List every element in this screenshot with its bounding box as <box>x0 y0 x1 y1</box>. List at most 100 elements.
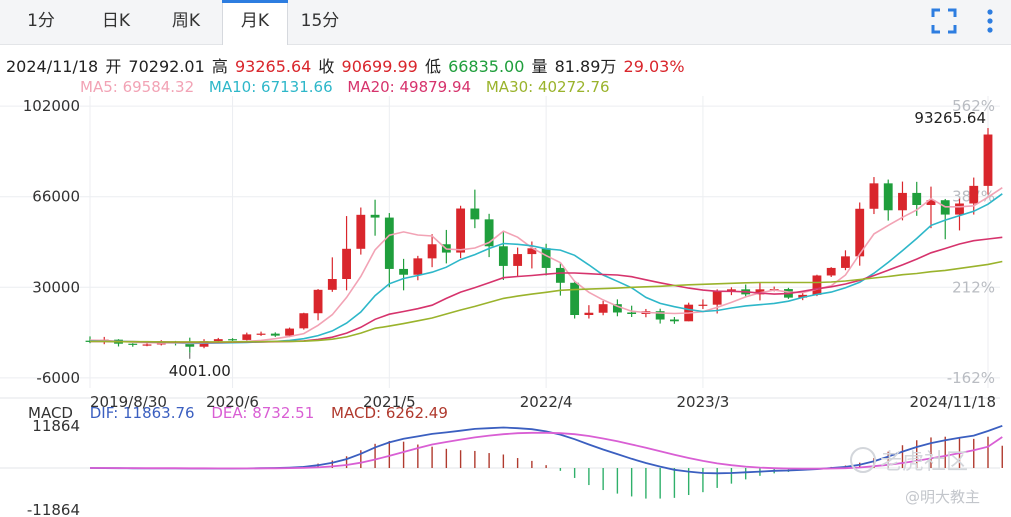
candle-body <box>712 291 722 305</box>
close-label: 收 <box>318 57 335 76</box>
x-tick-label: 2020/6 <box>206 393 259 411</box>
fullscreen-icon[interactable] <box>930 7 958 35</box>
high-label: 高 <box>211 57 228 76</box>
watermark-logo-text: 老虎社区 <box>880 450 969 475</box>
watermark-author: @明大教主 <box>905 488 981 506</box>
dea-line <box>90 431 1003 470</box>
candle-body <box>498 246 508 266</box>
candle-body <box>841 256 850 268</box>
macd-y-tick-label: 11864 <box>32 417 80 435</box>
macd-y-tick-label: -11864 <box>27 501 80 517</box>
quote-date: 2024/11/18 <box>6 57 99 76</box>
candle-body <box>883 183 893 211</box>
tab-1min[interactable]: 1分 <box>27 11 55 31</box>
right-percent-label: -162% <box>947 369 995 387</box>
candle-body <box>242 334 252 340</box>
low-value: 66835.00 <box>448 57 525 76</box>
candle-body <box>855 208 865 257</box>
candle-body <box>541 248 551 268</box>
candle-body <box>313 289 323 314</box>
x-tick-label: 2019/8/30 <box>90 393 167 411</box>
candle-body <box>555 267 565 283</box>
candle-body <box>285 328 294 336</box>
macd-value-legend: MACD: 6262.49 <box>331 404 448 422</box>
candle-body <box>185 341 195 347</box>
candle-body <box>128 343 138 345</box>
candle-body <box>627 312 637 314</box>
volume-label: 量 <box>531 57 548 76</box>
candle-body <box>570 282 580 315</box>
tiger-logo-icon <box>850 447 876 473</box>
ma10-legend: MA10: 67131.66 <box>208 78 333 96</box>
change-percent: 29.03% <box>623 57 685 76</box>
candle-body <box>869 183 879 209</box>
candle-body <box>256 333 266 335</box>
more-vertical-icon[interactable] <box>976 7 1004 35</box>
right-percent-label: 562% <box>952 97 995 115</box>
y-tick-label: 66000 <box>32 188 80 206</box>
open-value: 70292.01 <box>128 57 205 76</box>
candle-body <box>955 203 964 215</box>
min-price-label: 4001.00 <box>169 362 231 380</box>
candle-body <box>669 319 679 322</box>
x-tick-label: 2022/4 <box>520 393 573 411</box>
dea-legend: DEA: 8732.51 <box>211 404 315 422</box>
ma30-line <box>90 260 1003 343</box>
dif-legend: DIF: 11863.76 <box>89 404 195 422</box>
candle-body <box>698 304 708 306</box>
y-tick-label: -6000 <box>36 369 80 387</box>
candle-body <box>513 254 523 266</box>
candle-body <box>969 185 979 204</box>
max-price-label: 93265.64 <box>914 109 986 127</box>
high-value: 93265.64 <box>234 57 312 76</box>
candle-body <box>384 217 394 269</box>
candle-body <box>655 311 665 320</box>
candle-body <box>727 289 736 292</box>
candle-body <box>342 248 351 280</box>
candle-body <box>142 344 152 346</box>
period-tab-bar: 1分 日K 周K 月K 15分 <box>0 0 1011 45</box>
candle-body <box>484 219 494 247</box>
candle-body <box>456 208 466 253</box>
candle-body <box>370 214 380 218</box>
macd-title: MACD <box>28 404 73 422</box>
candle-body <box>213 339 223 342</box>
tab-15min[interactable]: 15分 <box>300 11 340 31</box>
volume-value: 81.89万 <box>554 57 617 76</box>
candle-body <box>299 313 309 329</box>
ma-legend: MA5: 69584.32 MA10: 67131.66 MA20: 49879… <box>80 78 620 96</box>
candle-body <box>584 312 594 315</box>
candle-body <box>327 279 337 290</box>
right-percent-label: 212% <box>952 278 995 296</box>
tab-daily-k[interactable]: 日K <box>101 11 131 31</box>
candle-body <box>470 208 480 220</box>
watermark-logo: 老虎社区 <box>850 444 968 476</box>
candle-body <box>826 267 836 276</box>
x-tick-label: 2021/5 <box>363 393 416 411</box>
candle-body <box>413 258 423 275</box>
tab-weekly-k[interactable]: 周K <box>171 11 201 31</box>
candle-body <box>399 268 409 275</box>
candle-body <box>598 304 608 313</box>
candle-body <box>527 248 537 255</box>
candle-body <box>912 192 922 205</box>
y-tick-label: 102000 <box>23 97 80 115</box>
candle-body <box>812 275 822 295</box>
candle-body <box>270 333 280 336</box>
candle-body <box>755 289 765 295</box>
ma5-legend: MA5: 69584.32 <box>80 78 195 96</box>
macd-legend: MACD DIF: 11863.76 DEA: 8732.51 MACD: 62… <box>28 404 460 422</box>
x-tick-label: 2024/11/18 <box>910 393 996 411</box>
x-tick-label: 2023/3 <box>677 393 730 411</box>
close-value: 90699.99 <box>341 57 418 76</box>
candle-body <box>798 294 808 298</box>
open-label: 开 <box>105 57 122 76</box>
quote-info-line: 2024/11/18 开 70292.01 高 93265.64 收 90699… <box>6 53 687 77</box>
ma20-legend: MA20: 49879.94 <box>347 78 472 96</box>
tab-monthly-k[interactable]: 月K <box>222 0 288 45</box>
y-tick-label: 30000 <box>32 278 80 296</box>
candle-body <box>926 200 936 205</box>
ma30-legend: MA30: 40272.76 <box>485 78 610 96</box>
candle-body <box>356 214 366 249</box>
